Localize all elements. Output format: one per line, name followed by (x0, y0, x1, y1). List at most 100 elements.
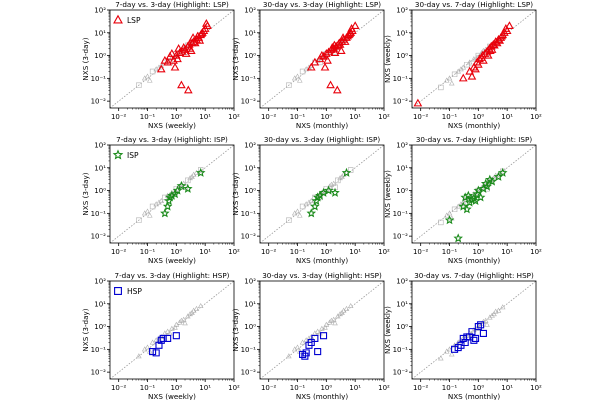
hsp-point (311, 334, 319, 343)
panel-title: 30-day vs. 3-day (Highlight: HSP) (262, 271, 382, 280)
lsp-point (327, 43, 337, 51)
y-tick-label: 10⁻¹ (91, 75, 107, 83)
legend-label: LSP (127, 16, 141, 25)
background-point (187, 311, 193, 317)
x-axis-label: NXS (monthly) (296, 392, 349, 400)
x-tick-label: 10⁻¹ (290, 113, 306, 121)
isp-point (497, 167, 508, 177)
diagonal-line (109, 280, 235, 380)
y-tick-label: 10⁻² (393, 369, 409, 377)
background-point (446, 75, 453, 81)
lsp-point (160, 55, 170, 64)
background-point (332, 184, 338, 190)
hsp-point (314, 348, 322, 356)
lsp-point (487, 45, 497, 53)
x-axis-label: NXS (weekly) (148, 256, 196, 265)
isp-point (306, 208, 317, 218)
background-point (306, 335, 312, 341)
background-point (294, 208, 301, 214)
x-axis-label: NXS (monthly) (448, 392, 501, 400)
y-tick-label: 10¹ (396, 29, 408, 37)
lsp-point (306, 62, 316, 71)
hsp-point (319, 332, 328, 340)
lsp-point (500, 28, 509, 36)
background-point (294, 73, 301, 79)
lsp-point (497, 31, 507, 40)
background-point (299, 203, 306, 210)
background-point (286, 353, 292, 359)
x-tick-label: 10⁰ (170, 248, 182, 256)
x-tick-label: 10⁰ (170, 113, 182, 121)
y-tick-label: 10⁻¹ (241, 346, 257, 354)
y-tick-label: 10⁻² (393, 233, 409, 241)
x-axis-label: NXS (monthly) (296, 256, 349, 265)
legend-label: HSP (127, 287, 142, 296)
panel-title: 30-day vs. 7-day (Highlight: LSP) (415, 0, 533, 9)
hsp-point (301, 352, 309, 360)
isp-point (162, 201, 173, 211)
panel-lsp-1: 10⁻² 10⁻² 10⁻¹ 10⁻¹ 10⁰ 10⁰ 10¹ 10¹ 10² 10² 7-day … (81, 0, 240, 130)
legend-marker (114, 287, 122, 295)
lsp-point (465, 66, 475, 75)
y-tick-label: 10⁻¹ (91, 210, 107, 218)
background-point (136, 353, 142, 359)
x-tick-label: 10⁻² (111, 384, 127, 392)
y-axis-label: NXS (3-day) (81, 172, 90, 215)
x-tick-label: 10² (378, 248, 390, 256)
lsp-point (163, 57, 173, 66)
y-axis-label: NXS (3-day) (231, 172, 240, 215)
lsp-point (326, 80, 335, 89)
y-tick-label: 10² (94, 142, 106, 150)
isp-point (183, 183, 193, 193)
background-point (340, 307, 347, 313)
background-point (299, 68, 306, 75)
y-tick-label: 10⁰ (244, 52, 256, 60)
x-tick-label: 10⁻² (413, 248, 429, 256)
lsp-point (167, 49, 177, 57)
lsp-point (321, 49, 331, 57)
background-point (136, 82, 142, 88)
lsp-point (347, 24, 356, 32)
x-tick-label: 10⁰ (472, 248, 484, 256)
x-tick-label: 10⁻¹ (290, 248, 306, 256)
isp-point (160, 208, 170, 218)
background-point (286, 217, 292, 223)
y-tick-label: 10² (244, 278, 256, 286)
isp-point (195, 167, 206, 177)
x-tick-label: 10⁰ (320, 384, 332, 392)
panel-title: 7-day vs. 3-day (Highlight: HSP) (115, 271, 230, 280)
x-tick-label: 10² (378, 384, 390, 392)
lsp-point (338, 33, 348, 41)
background-point (451, 206, 458, 213)
lsp-point (183, 85, 193, 94)
panel-title: 7-day vs. 3-day (Highlight: LSP) (115, 0, 229, 9)
background-point (482, 317, 489, 323)
background-point (294, 344, 301, 350)
y-tick-label: 10⁰ (396, 52, 408, 60)
background-point (180, 316, 187, 322)
isp-point (330, 187, 340, 197)
background-point (190, 307, 197, 313)
isp-point (487, 176, 497, 186)
isp-point (310, 201, 320, 211)
background-point (330, 180, 337, 186)
hsp-point (164, 334, 172, 343)
lsp-point (467, 71, 477, 80)
y-axis-label: NXS (weekly) (383, 35, 392, 83)
background-point (491, 311, 497, 317)
background-point (343, 305, 350, 311)
x-tick-label: 10⁻² (111, 248, 127, 256)
background-point (306, 64, 312, 70)
y-tick-label: 10² (94, 278, 106, 286)
lsp-point (202, 18, 211, 27)
background-point (144, 73, 151, 79)
isp-point (460, 192, 470, 202)
background-point (495, 307, 502, 313)
background-point (158, 197, 165, 203)
lsp-point (495, 35, 505, 44)
isp-point (170, 189, 180, 199)
isp-point (463, 190, 474, 200)
isp-point (172, 185, 183, 195)
lsp-point (323, 55, 332, 64)
panel-title: 30-day vs. 3-day (Highlight: LSP) (263, 0, 381, 9)
